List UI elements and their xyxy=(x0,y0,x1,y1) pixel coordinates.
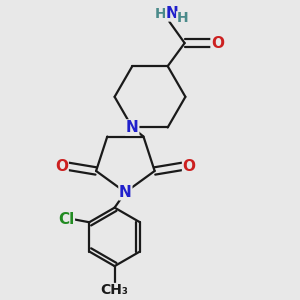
Text: H: H xyxy=(155,7,167,21)
Text: N: N xyxy=(119,185,132,200)
Text: O: O xyxy=(55,159,68,174)
Text: CH₃: CH₃ xyxy=(101,283,128,297)
Text: N: N xyxy=(165,6,178,21)
Text: O: O xyxy=(211,36,224,51)
Text: Cl: Cl xyxy=(58,212,74,227)
Text: N: N xyxy=(126,120,139,135)
Text: O: O xyxy=(183,159,196,174)
Text: H: H xyxy=(176,11,188,26)
